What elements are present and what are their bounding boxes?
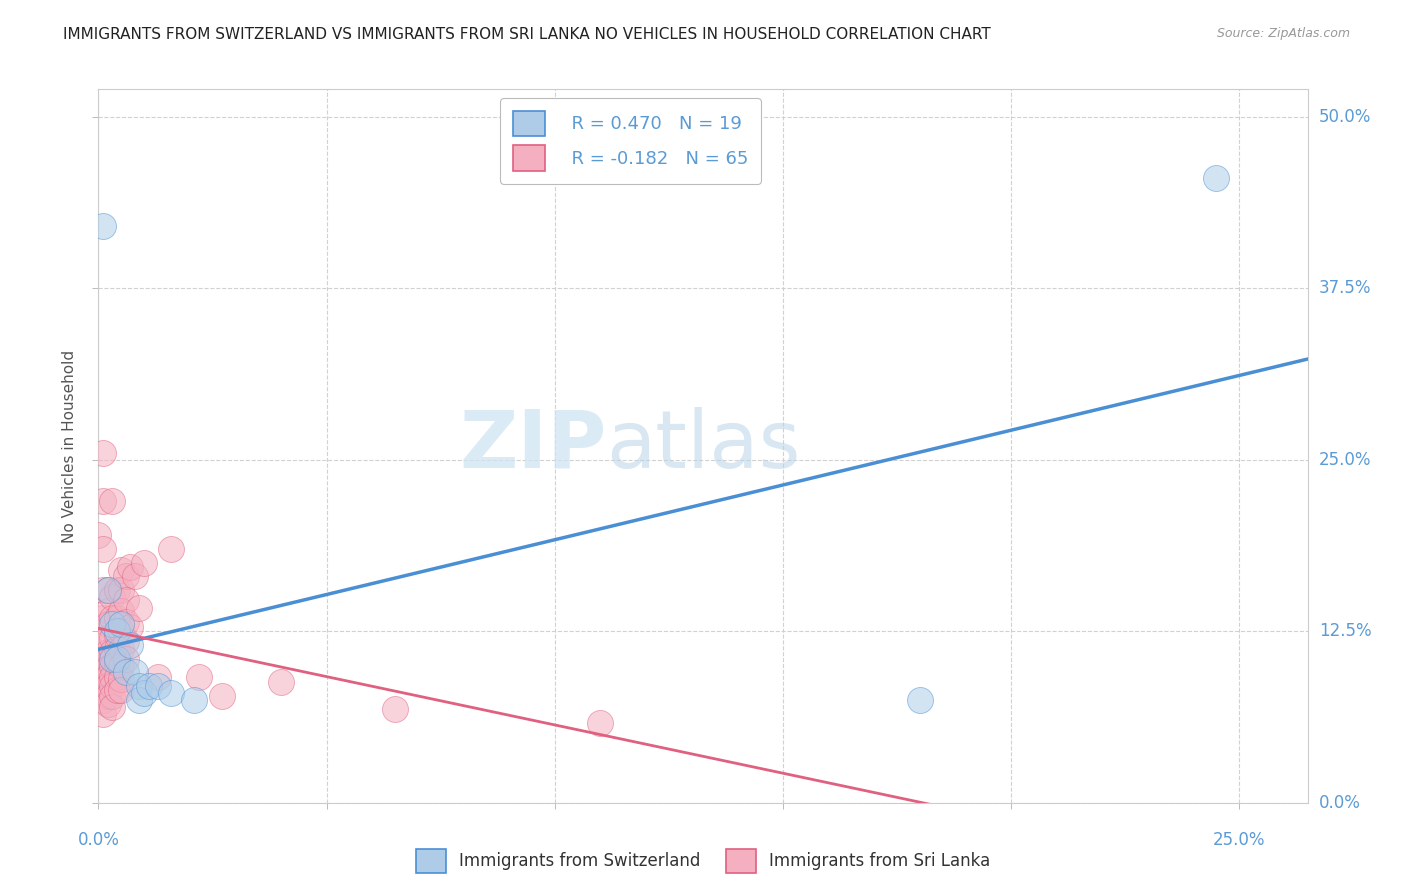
Point — [128, 679, 150, 693]
Point — [96, 651, 118, 665]
Point — [91, 610, 114, 624]
Point — [110, 642, 132, 657]
Point — [105, 583, 128, 598]
Point — [270, 675, 292, 690]
Point — [91, 706, 114, 721]
Point — [91, 219, 114, 234]
Point — [128, 601, 150, 615]
Text: 37.5%: 37.5% — [1319, 279, 1371, 297]
Point — [101, 645, 124, 659]
Point — [96, 669, 118, 683]
Legend: Immigrants from Switzerland, Immigrants from Sri Lanka: Immigrants from Switzerland, Immigrants … — [409, 842, 997, 880]
Text: 25.0%: 25.0% — [1319, 450, 1371, 468]
Point — [101, 631, 124, 645]
Point — [114, 633, 136, 648]
Point — [110, 658, 132, 673]
Point — [114, 569, 136, 583]
Point — [91, 665, 114, 680]
Point — [105, 610, 128, 624]
Point — [91, 638, 114, 652]
Point — [114, 665, 136, 680]
Text: Source: ZipAtlas.com: Source: ZipAtlas.com — [1216, 27, 1350, 40]
Point — [105, 642, 128, 657]
Point — [211, 689, 233, 703]
Point — [120, 620, 142, 634]
Point — [114, 651, 136, 665]
Point — [91, 446, 114, 460]
Point — [105, 628, 128, 642]
Text: 50.0%: 50.0% — [1319, 108, 1371, 126]
Point — [110, 617, 132, 632]
Point — [187, 669, 209, 683]
Text: 0.0%: 0.0% — [1319, 794, 1361, 812]
Point — [96, 697, 118, 711]
Point — [138, 679, 160, 693]
Point — [120, 559, 142, 574]
Point — [101, 699, 124, 714]
Point — [132, 686, 155, 700]
Point — [96, 617, 118, 632]
Point — [589, 716, 612, 731]
Text: 0.0%: 0.0% — [77, 830, 120, 848]
Y-axis label: No Vehicles in Household: No Vehicles in Household — [62, 350, 77, 542]
Text: ZIP: ZIP — [458, 407, 606, 485]
Point — [160, 541, 183, 556]
Point — [110, 562, 132, 576]
Point — [110, 624, 132, 639]
Point — [96, 583, 118, 598]
Point — [110, 604, 132, 618]
Point — [105, 651, 128, 665]
Point — [105, 669, 128, 683]
Point — [908, 693, 931, 707]
Text: 12.5%: 12.5% — [1319, 623, 1371, 640]
Point — [124, 569, 146, 583]
Point — [124, 665, 146, 680]
Point — [114, 592, 136, 607]
Point — [114, 615, 136, 629]
Point — [96, 583, 118, 598]
Point — [101, 669, 124, 683]
Point — [101, 658, 124, 673]
Point — [132, 556, 155, 570]
Point — [146, 679, 169, 693]
Point — [384, 702, 406, 716]
Point — [96, 689, 118, 703]
Point — [1205, 171, 1227, 186]
Point — [146, 669, 169, 683]
Point — [183, 693, 205, 707]
Point — [101, 610, 124, 624]
Point — [110, 583, 132, 598]
Point — [91, 679, 114, 693]
Point — [96, 631, 118, 645]
Text: IMMIGRANTS FROM SWITZERLAND VS IMMIGRANTS FROM SRI LANKA NO VEHICLES IN HOUSEHOL: IMMIGRANTS FROM SWITZERLAND VS IMMIGRANT… — [63, 27, 991, 42]
Point — [91, 494, 114, 508]
Point — [101, 651, 124, 665]
Point — [101, 689, 124, 703]
Text: 25.0%: 25.0% — [1213, 830, 1265, 848]
Point — [105, 656, 128, 670]
Point — [110, 683, 132, 698]
Point — [105, 624, 128, 639]
Point — [91, 583, 114, 598]
Point — [120, 638, 142, 652]
Point — [110, 673, 132, 687]
Point — [96, 661, 118, 675]
Point — [101, 494, 124, 508]
Point — [160, 686, 183, 700]
Point — [101, 590, 124, 604]
Point — [105, 683, 128, 698]
Point — [96, 604, 118, 618]
Point — [101, 617, 124, 632]
Point — [87, 528, 110, 542]
Point — [91, 693, 114, 707]
Text: atlas: atlas — [606, 407, 800, 485]
Legend:   R = 0.470   N = 19,   R = -0.182   N = 65: R = 0.470 N = 19, R = -0.182 N = 65 — [501, 98, 761, 184]
Point — [101, 679, 124, 693]
Point — [128, 693, 150, 707]
Point — [91, 541, 114, 556]
Point — [91, 651, 114, 665]
Point — [96, 679, 118, 693]
Point — [96, 645, 118, 659]
